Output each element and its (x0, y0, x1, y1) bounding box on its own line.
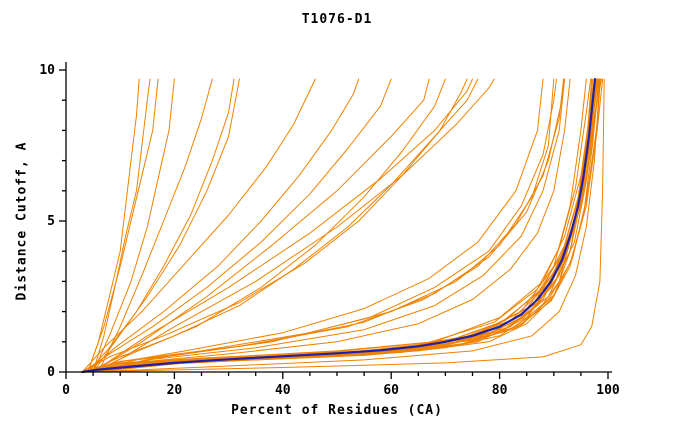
model-gdt-curves (81, 78, 605, 373)
model-gdt-curves-curve (92, 78, 599, 373)
model-gdt-curves-curve (87, 78, 601, 373)
model-gdt-curves-curve (92, 78, 446, 373)
model-gdt-curves-curve (92, 78, 473, 373)
model-gdt-curves-curve (81, 78, 392, 373)
model-gdt-curves-curve (87, 78, 159, 373)
model-gdt-curves-curve (92, 78, 566, 373)
model-gdt-curves-curve (87, 78, 555, 373)
model-gdt-curves-curve (87, 78, 360, 373)
model-gdt-curves-curve (81, 78, 468, 373)
model-gdt-curves-curve (87, 78, 600, 373)
model-gdt-curves-curve (87, 78, 140, 373)
y-tick-label: 5 (47, 214, 55, 229)
model-gdt-curves-curve (87, 78, 479, 373)
model-gdt-curves-curve (98, 78, 213, 373)
model-gdt-curves-curve (92, 78, 151, 373)
model-gdt-curves-curve (92, 78, 601, 373)
model-gdt-curves-curve (87, 78, 571, 373)
highlighted-model (81, 77, 597, 374)
model-gdt-curves-curve (87, 78, 235, 373)
x-tick-label: 60 (383, 383, 399, 398)
model-gdt-curves-curve (92, 78, 430, 373)
x-tick-label: 80 (492, 383, 508, 398)
x-tick-label: 40 (275, 383, 291, 398)
y-tick-label: 10 (39, 63, 55, 78)
model-gdt-curves-curve (92, 78, 566, 373)
model-gdt-curves-curve (98, 78, 495, 373)
model-gdt-curves-curve (81, 78, 592, 373)
model-gdt-curves-curve (87, 78, 601, 373)
model-gdt-curves-curve (92, 78, 601, 373)
y-tick-label: 0 (47, 365, 55, 380)
x-tick-label: 0 (62, 383, 70, 398)
axis-ticks (59, 69, 609, 379)
x-tick-label: 100 (596, 383, 620, 398)
model-gdt-curves-curve (81, 78, 316, 373)
x-axis-label: Percent of Residues (CA) (231, 403, 443, 418)
model-gdt-curves-curve (87, 84, 595, 373)
highlighted-model-curve (81, 77, 597, 374)
x-tick-label: 20 (167, 383, 183, 398)
model-gdt-curves-curve (92, 78, 175, 373)
chart-title: T1076-D1 (301, 12, 373, 27)
model-gdt-curves-curve (81, 78, 544, 373)
model-gdt-curves-curve (81, 78, 605, 373)
axes (65, 62, 612, 373)
model-gdt-curves-curve (92, 78, 240, 373)
y-axis-label: Distance Cutoff, A (14, 141, 30, 301)
